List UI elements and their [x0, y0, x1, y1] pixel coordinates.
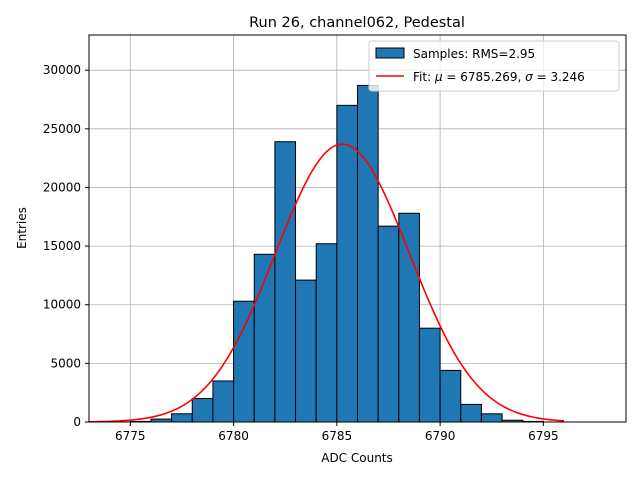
histogram-bar [212, 380, 235, 423]
histogram-bar [439, 369, 462, 423]
x-axis-label: ADC Counts [321, 451, 393, 465]
histogram-bar [336, 104, 359, 423]
histogram-bar [191, 398, 214, 423]
histogram-bar [418, 327, 441, 423]
histogram-bar [233, 300, 255, 423]
histogram-bar [295, 279, 317, 423]
y-tick-label: 30000 [43, 63, 81, 77]
y-tick-label: 20000 [43, 180, 81, 194]
histogram-bar [357, 84, 379, 423]
x-tick-label: 6785 [322, 429, 353, 443]
y-tick-label: 25000 [43, 122, 81, 136]
y-axis-ticks: 0 5000 10000 15000 20000 25000 30000 [43, 63, 89, 429]
legend-samples-label: Samples: RMS=2.95 [413, 47, 535, 61]
y-axis-label: Entries [15, 207, 29, 249]
legend-fit-sigma-symbol: σ [525, 70, 533, 84]
x-axis-ticks: 6775 6780 6785 6790 6795 [115, 422, 559, 443]
x-tick-label: 6775 [115, 429, 146, 443]
y-tick-label: 10000 [43, 298, 81, 312]
legend-fit-sigma-value: = 3.246 [533, 70, 585, 84]
legend-fit-label: Fit: μ = 6785.269, σ = 3.246 [413, 70, 585, 84]
x-tick-label: 6790 [425, 429, 456, 443]
x-tick-label: 6780 [218, 429, 249, 443]
x-tick-label: 6795 [528, 429, 559, 443]
y-tick-label: 0 [73, 415, 81, 429]
legend-samples-swatch [375, 47, 405, 59]
histogram-bar [377, 225, 400, 423]
legend-box [368, 40, 620, 92]
histogram-bar [480, 413, 503, 423]
histogram-bar [398, 212, 420, 423]
legend-fit-prefix: Fit: [413, 70, 435, 84]
histogram-bar [460, 403, 482, 423]
histogram-bar [315, 243, 338, 423]
gaussian-fit-curve [88, 143, 565, 423]
legend-fit-mu-value: = 6785.269, [443, 70, 526, 84]
y-tick-label: 5000 [50, 356, 81, 370]
histogram-bar [274, 141, 297, 423]
legend: Samples: RMS=2.95 Fit: μ = 6785.269, σ =… [368, 40, 620, 92]
chart-title: Run 26, channel062, Pedestal [249, 15, 465, 31]
plot-frame [88, 34, 627, 423]
histogram-bars [129, 84, 544, 423]
legend-fit-mu-symbol: μ [434, 70, 443, 84]
y-tick-label: 15000 [43, 239, 81, 253]
histogram-bar [171, 413, 193, 423]
